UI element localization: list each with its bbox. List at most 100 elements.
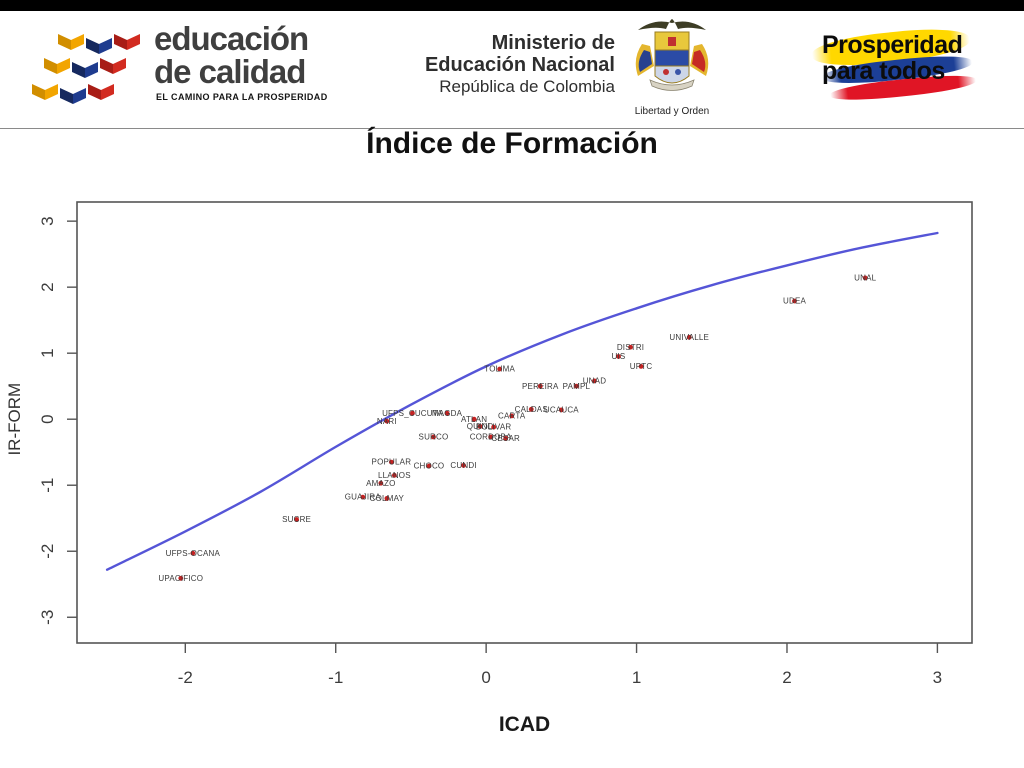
scatter-point-label: MAGDA — [432, 409, 463, 418]
scatter-point — [488, 434, 494, 440]
scatter-point-label: CESAR — [491, 434, 520, 443]
scatter-point-label: BOLIVAR — [476, 423, 512, 432]
plot-frame — [76, 201, 973, 644]
scatter-point — [497, 366, 503, 372]
scatter-point — [426, 463, 432, 469]
scatter-point — [592, 378, 597, 384]
books-logo-icon — [32, 34, 140, 104]
scatter-point-label: PEREIRA — [522, 382, 559, 391]
scatter-point-label: TOLIMA — [484, 365, 515, 374]
x-tick-label: -2 — [178, 668, 193, 687]
scatter-point — [410, 410, 415, 416]
scatter-point-label: NARI — [377, 417, 397, 426]
scatter-point-label: UNAL — [854, 274, 876, 283]
x-axis-title: ICAD — [499, 713, 550, 736]
logo-ministerio-educacion: Ministerio de Educación Nacional Repúbli… — [400, 19, 730, 125]
scatter-point — [378, 480, 384, 486]
x-tick-label: 0 — [481, 668, 490, 687]
scatter-point-label: UNAD — [583, 377, 606, 386]
scatter-point-label: UFPS_CUCUTA — [382, 409, 443, 418]
scatter-point-label: PAMPL — [563, 382, 591, 391]
ministry-line2: Educación Nacional — [424, 54, 615, 77]
y-tick-label: 0 — [38, 414, 57, 423]
scatter-point-label: UPTC — [630, 362, 653, 371]
scatter-point — [491, 424, 497, 430]
scatter-point-label: POPULAR — [372, 458, 412, 467]
scatter-point-label: CUNDI — [450, 461, 476, 470]
scatter-point — [638, 363, 644, 369]
y-axis-title: IR-FORM — [5, 383, 24, 456]
logo-left-tagline: EL CAMINO PARA LA PROSPERIDAD — [156, 92, 328, 102]
scatter-plot: -2 -1 0 1 2 3 -3 -2 -1 0 1 2 3 IR-FORM ICAD UNAL UDEA UNI… — [0, 190, 1024, 760]
scatter-point — [477, 424, 483, 429]
scatter-point — [862, 275, 868, 281]
scatter-point — [444, 410, 450, 416]
y-tick-label: 1 — [38, 348, 57, 357]
header-separator-line — [0, 128, 1024, 129]
scatter-point — [384, 496, 390, 501]
scatter-point — [178, 575, 184, 581]
logo-left-line2: de calidad — [154, 53, 306, 90]
scatter-point — [190, 550, 196, 556]
scatter-point — [391, 472, 397, 478]
scatter-point — [503, 435, 509, 441]
ministry-wordmark: Ministerio de Educación Nacional Repúbli… — [400, 32, 615, 96]
x-tick-label: -1 — [328, 668, 343, 687]
scatter-plot-canvas: -2 -1 0 1 2 3 -3 -2 -1 0 1 2 3 IR-FORM ICAD UNAL UDEA UNI… — [5, 201, 973, 736]
scatter-point-label: UIS — [612, 352, 626, 361]
top-black-bar — [0, 0, 1024, 11]
scatter-point — [573, 383, 579, 389]
ministry-line1: Ministerio de — [491, 32, 615, 54]
y-tick-label: 3 — [38, 216, 57, 225]
scatter-point-label: UPACIFICO — [158, 574, 203, 583]
x-tick-label: 1 — [632, 668, 641, 687]
scatter-point-label: UCAUCA — [544, 406, 579, 415]
scatter-point-label: UDEA — [783, 297, 806, 306]
scatter-point — [431, 434, 436, 440]
scatter-point — [558, 407, 564, 413]
scatter-point — [686, 334, 692, 340]
scatter-point-label: AMAZO — [366, 479, 395, 488]
scatter-point-label: CORDOBA — [470, 433, 512, 442]
page-title: Índice de Formación — [366, 127, 658, 160]
scatter-point — [509, 413, 515, 419]
scatter-point-label: UFPS-OCANA — [166, 549, 221, 558]
scatter-point — [384, 418, 390, 424]
y-tick-label: -3 — [38, 610, 57, 625]
scatter-point — [294, 517, 300, 522]
scatter-point — [616, 354, 621, 359]
scatter-point — [792, 298, 797, 304]
scatter-point-label: ATLAN — [461, 415, 487, 424]
ministry-line3: República de Colombia — [439, 76, 615, 96]
scatter-point — [461, 463, 466, 468]
logo-right-line1: Prosperidad — [822, 31, 963, 59]
y-tick-label: -2 — [38, 544, 57, 559]
scatter-point — [471, 416, 477, 422]
x-tick-label: 3 — [933, 668, 942, 687]
logo-prosperidad-para-todos: Prosperidad para todos — [810, 22, 980, 114]
logo-left-wordmark: educación de calidad — [154, 22, 334, 88]
scatter-point — [360, 494, 366, 500]
scatter-point-label: COLMAY — [370, 494, 405, 503]
logo-educacion-de-calidad: educación de calidad EL CAMINO PARA LA P… — [32, 22, 332, 122]
scatter-point-label: UNIVALLE — [669, 333, 709, 342]
x-tick-label: 2 — [782, 668, 791, 687]
colombia-coat-of-arms-icon — [635, 19, 709, 91]
scatter-point-label: QUIND — [467, 422, 494, 431]
scatter-point-label: GUAJIRA — [345, 493, 382, 502]
logo-left-line1: educación — [154, 20, 309, 57]
scatter-point-label: DISTRI — [617, 343, 644, 352]
logo-right-wordmark: Prosperidad para todos — [822, 31, 963, 85]
crest-caption: Libertad y Orden — [634, 106, 710, 117]
scatter-point-label: CALDAS — [515, 405, 548, 414]
fitted-curve — [105, 231, 939, 571]
scatter-point-label: CARTA — [498, 411, 526, 420]
logo-right-line2: para todos — [822, 57, 945, 85]
scatter-point — [388, 459, 394, 465]
scatter-point-label: SUCRE — [282, 515, 311, 524]
y-tick-label: 2 — [38, 282, 57, 291]
scatter-point — [537, 383, 543, 389]
scatter-point — [628, 344, 633, 350]
scatter-point-label: LLANOS — [378, 471, 411, 480]
scatter-point — [528, 406, 534, 412]
